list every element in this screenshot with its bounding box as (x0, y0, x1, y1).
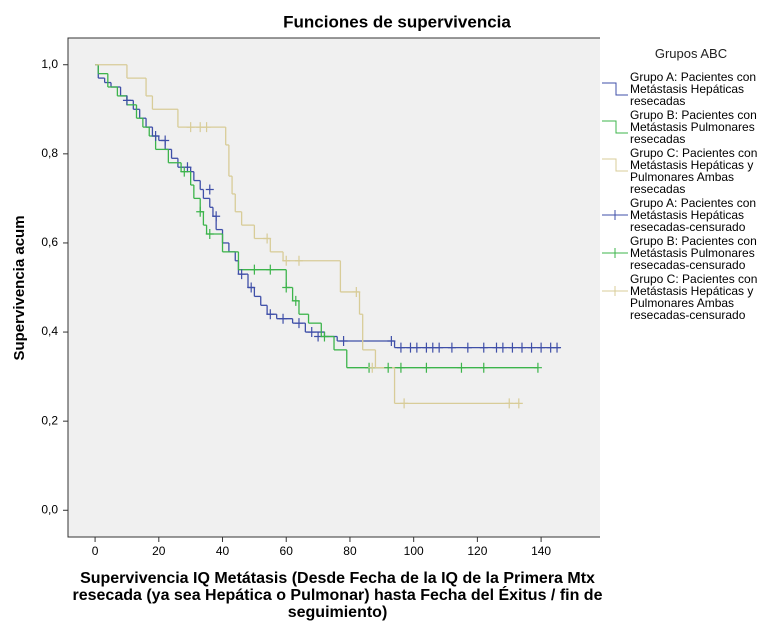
censor-mark (151, 131, 160, 142)
x-tick-label: 0 (92, 544, 99, 558)
legend-line (602, 120, 628, 134)
censor-mark (422, 362, 431, 373)
censor-mark (533, 362, 542, 373)
censor-mark (553, 342, 562, 353)
legend-label: Grupo B: Pacientes con Metástasis Pulmon… (630, 108, 757, 146)
legend-line (602, 248, 628, 258)
censor-mark (161, 135, 170, 146)
censor-mark (339, 335, 348, 346)
censor-mark (237, 269, 246, 280)
legend-item: Grupo C: Pacientes con Metástasis Hepáti… (600, 147, 782, 195)
x-tick-label: 140 (531, 544, 551, 558)
censor-mark (517, 342, 526, 353)
censor-mark (537, 342, 546, 353)
censor-mark (279, 313, 288, 324)
censor-mark (291, 295, 300, 306)
censor-mark (263, 233, 272, 244)
censor-mark (282, 282, 291, 293)
censor-mark (435, 342, 444, 353)
legend-item: Grupo B: Pacientes con Metástasis Pulmon… (600, 235, 782, 271)
censor-mark (186, 122, 195, 133)
censor-mark (352, 286, 361, 297)
censor-mark (514, 398, 523, 409)
censor-mark (180, 166, 189, 177)
censor-mark (508, 342, 517, 353)
legend-label: Grupo C: Pacientes con Metástasis Hepáti… (630, 146, 758, 196)
legend-icon (602, 210, 628, 220)
legend-label: Grupo A: Pacientes con Metástasis Hepáti… (630, 196, 757, 234)
y-tick-label: 0,0 (41, 502, 58, 516)
censor-mark (196, 206, 205, 217)
censor-mark (463, 342, 472, 353)
x-tick-label: 20 (152, 544, 166, 558)
legend-line (602, 210, 628, 220)
chart-title: Funciones de supervivencia (283, 12, 511, 31)
legend-title: Grupos ABC (654, 46, 728, 61)
censor-mark (498, 342, 507, 353)
censor-mark (396, 342, 405, 353)
y-tick-label: 0,4 (41, 324, 58, 338)
legend-icon (602, 158, 628, 172)
legend-label: Grupo C: Pacientes con Metástasis Hepáti… (630, 272, 758, 322)
censor-mark (479, 342, 488, 353)
censor-mark (307, 327, 316, 338)
censor-mark (294, 255, 303, 266)
legend-line (602, 286, 628, 296)
censor-mark (266, 264, 275, 275)
censor-mark (479, 362, 488, 373)
x-tick-label: 60 (280, 544, 294, 558)
legend-icon (602, 82, 628, 96)
legend-label: Grupo A: Pacientes con Metástasis Hepáti… (630, 70, 757, 108)
x-tick-label: 40 (216, 544, 230, 558)
censor-mark (320, 331, 329, 342)
censor-mark (205, 229, 214, 240)
censor-mark (400, 398, 409, 409)
y-tick-label: 0,6 (41, 235, 58, 249)
y-axis-label: Supervivencia acum (11, 215, 28, 360)
censor-mark (122, 95, 131, 106)
censor-mark (387, 335, 396, 346)
legend-label: Grupo B: Pacientes con Metástasis Pulmon… (630, 234, 757, 272)
censor-mark (205, 184, 214, 195)
censor-mark (212, 211, 221, 222)
censor-mark (457, 362, 466, 373)
x-tick-label: 80 (343, 544, 357, 558)
y-tick-label: 1,0 (41, 57, 58, 71)
x-axis-label: Supervivencia IQ Metátasis (Desde Fecha … (72, 570, 603, 621)
legend-icon (602, 120, 628, 134)
legend-item: Grupo B: Pacientes con Metástasis Pulmon… (600, 109, 782, 145)
censor-mark (447, 342, 456, 353)
legend-icon (602, 286, 628, 296)
censor-mark (247, 282, 256, 293)
legend-line (602, 158, 628, 172)
censor-mark (412, 342, 421, 353)
x-tick-label: 120 (467, 544, 487, 558)
legend-icon (602, 248, 628, 258)
chart: Funciones de supervivencia Supervivencia… (11, 12, 602, 558)
censor-mark (250, 264, 259, 275)
x-tick-label: 100 (404, 544, 424, 558)
plot-area (67, 37, 602, 538)
censor-mark (368, 362, 377, 373)
legend-item: Grupo A: Pacientes con Metástasis Hepáti… (600, 197, 782, 233)
y-tick-label: 0,2 (41, 413, 58, 427)
censor-mark (266, 309, 275, 320)
censor-mark (396, 362, 405, 373)
censor-mark (294, 318, 303, 329)
legend-line (602, 82, 628, 96)
censor-mark (505, 398, 514, 409)
censor-mark (527, 342, 536, 353)
legend: Grupos ABC Grupo A: Pacientes con Metást… (600, 46, 782, 323)
legend-item: Grupo C: Pacientes con Metástasis Hepáti… (600, 273, 782, 321)
legend-item: Grupo A: Pacientes con Metástasis Hepáti… (600, 71, 782, 107)
censor-mark (384, 362, 393, 373)
censor-mark (202, 122, 211, 133)
y-tick-label: 0,8 (41, 146, 58, 160)
censor-mark (282, 255, 291, 266)
